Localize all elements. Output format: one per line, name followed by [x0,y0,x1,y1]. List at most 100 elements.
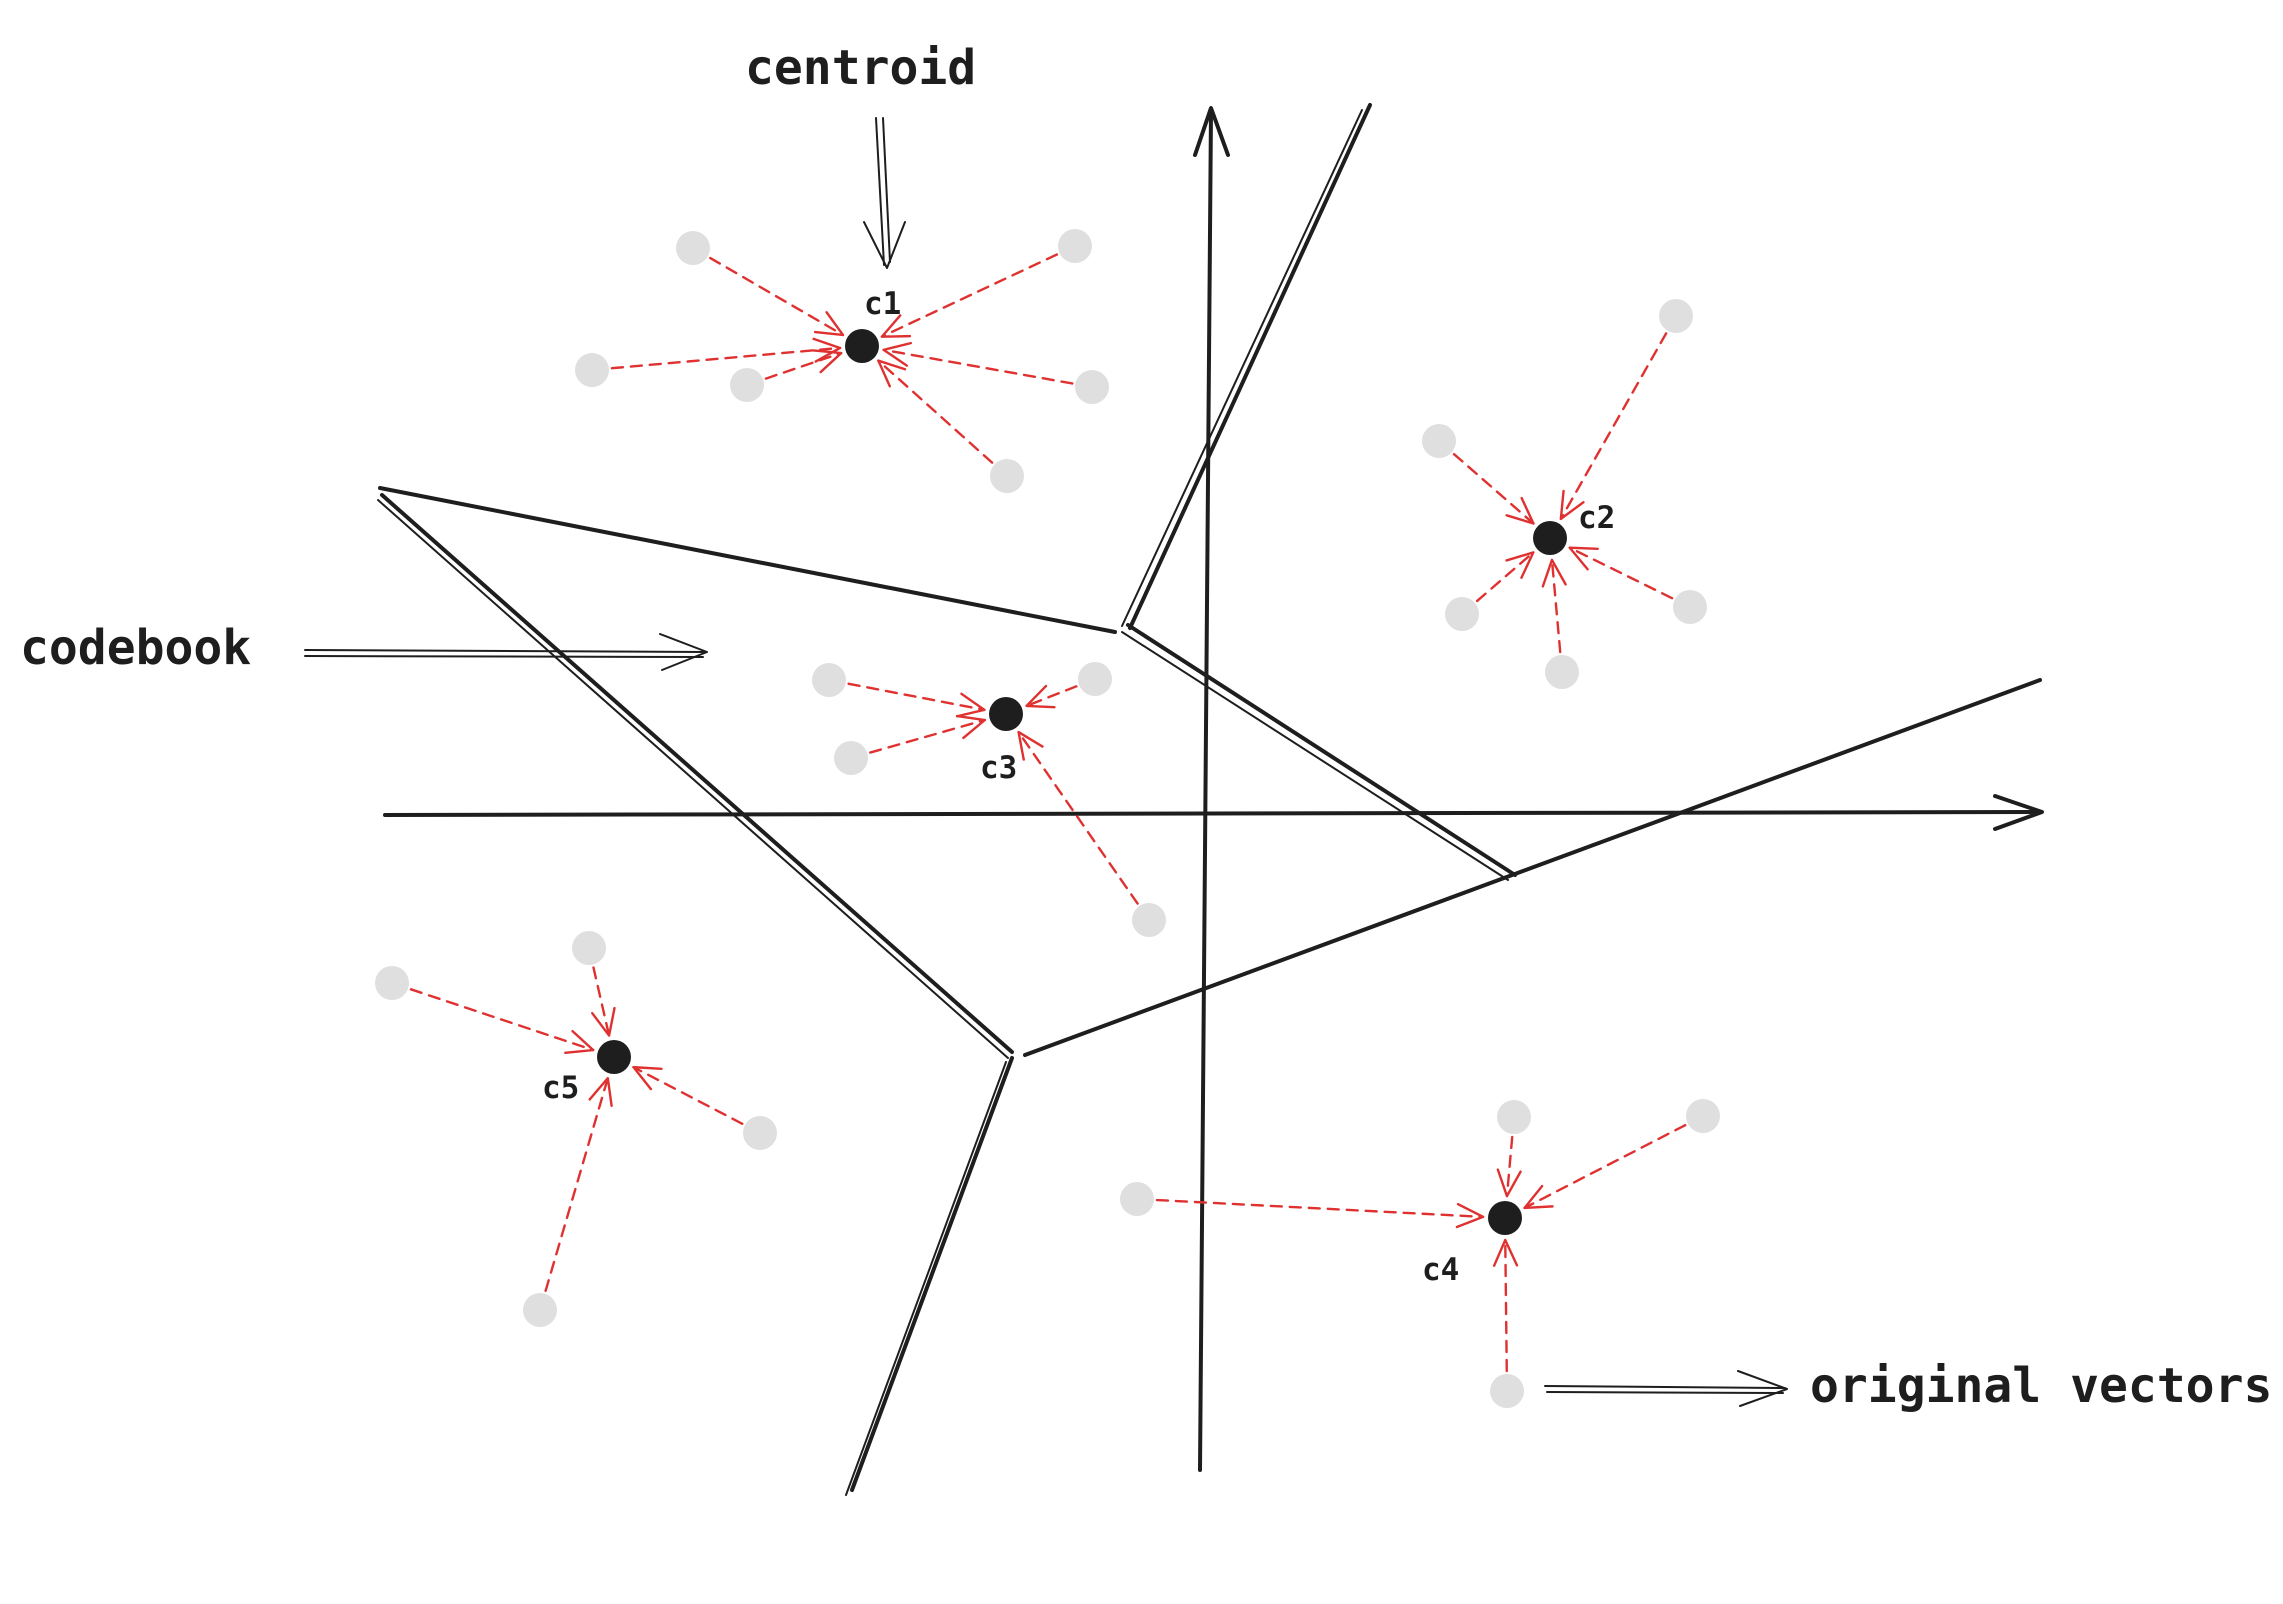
cell-edge [1126,623,1517,877]
annotation-centroid: centroid [745,40,976,269]
assignment-arrow-c4-1 [1155,1198,1485,1219]
assignment-arrowhead-c2-4 [1568,546,1599,571]
original-vector-point [990,459,1024,493]
assignment-arrow-c5-1 [409,988,595,1052]
original-vector-points [375,229,1720,1408]
centroid-label-c2: c2 [1578,500,1615,536]
assignment-arrowhead-c1-4 [812,349,843,374]
assignment-arrow-c2-3 [1475,551,1535,603]
assignment-arrow-c4-4 [1504,1238,1508,1373]
centroid-c5 [597,1040,631,1074]
original-vector-point [834,741,868,775]
assignment-arrowhead-c1-2 [880,314,912,338]
original-vector-point [375,966,409,1000]
assignment-arrow-c2-1 [1559,332,1668,521]
original-vector-point [812,663,846,697]
annotation-codebook-text: codebook [20,620,251,676]
cell-edge [1121,631,1509,881]
cell-edge [1121,109,1363,627]
assignment-arrowhead-c4-1 [1455,1202,1485,1229]
original-vector-point [572,931,606,965]
original-vector-point [1120,1182,1154,1216]
assignment-arrow-c1-1 [709,256,845,337]
original-vector-point [676,231,710,265]
assignment-arrow-c1-3 [610,346,842,370]
original-vector-point [1132,903,1166,937]
assignment-arrowhead-c2-3 [1505,551,1535,579]
assignment-arrowhead-c5-3 [632,1065,663,1091]
assignment-arrowhead-c5-4 [588,1076,613,1108]
original-vector-point [1445,597,1479,631]
centroid-label-c5: c5 [542,1070,579,1106]
assignment-arrow-c5-3 [632,1065,744,1125]
assignment-arrowhead-c1-3 [812,337,842,363]
assignment-arrow-c3-4 [1017,730,1139,905]
x-axis [383,810,2042,817]
assignment-arrow-c5-4 [544,1076,610,1293]
axes [383,106,2044,1472]
original-vector-point [1058,229,1092,263]
assignment-arrow-c1-5 [882,348,1074,385]
original-vector-point [575,353,609,387]
original-vector-point [1490,1374,1524,1408]
centroid-label-c1: c1 [864,286,901,322]
assignment-arrowhead-c4-4 [1492,1238,1519,1267]
cell-edge [378,486,1117,634]
cell-edge [380,493,1014,1054]
centroids [597,329,1567,1235]
centroid-c2 [1533,521,1567,555]
assignment-arrowhead-c3-2 [1025,684,1056,709]
assignment-arrowhead-c3-4 [1017,730,1044,761]
original-vector-point [1078,662,1112,696]
centroid-c1 [845,329,879,363]
assignment-arrowhead-c2-2 [1505,496,1535,525]
centroid-label-c3: c3 [980,750,1017,786]
original-vector-point [1075,370,1109,404]
original-vector-point [1422,424,1456,458]
assignment-arrow-c2-4 [1568,546,1674,600]
assignment-arrow-c4-3 [1523,1123,1687,1210]
cell-edge [377,499,1009,1059]
x-axis-arrowhead [1993,794,2044,831]
annotation-centroid-text: centroid [745,40,976,96]
annotation-codebook: codebook [20,620,708,676]
centroid-label-c4: c4 [1422,1252,1459,1288]
assignment-arrow-c4-2 [1505,1135,1514,1198]
annotation-original-vectors: original vectors [1544,1358,2272,1414]
assignment-arrowhead-c5-2 [591,1006,616,1037]
assignment-arrowhead-c1-1 [813,311,845,337]
original-vector-point [1497,1100,1531,1134]
annotation-original-vectors-text: original vectors [1810,1358,2272,1414]
original-vectors-pointer-arrow [1544,1370,1788,1407]
assignment-arrowhead-c5-1 [564,1029,595,1054]
centroid-c3 [989,697,1023,731]
assignment-arrowhead-c2-1 [1559,489,1585,521]
assignment-arrow-c1-6 [877,359,994,464]
assignment-arrow-c3-3 [869,718,987,754]
original-vector-point [1659,299,1693,333]
assignment-arrowhead-c1-6 [877,359,907,388]
cell-edge [845,1061,1007,1496]
original-vector-point [1545,655,1579,689]
y-axis-arrowhead [1193,106,1230,157]
y-axis [1198,108,1213,1472]
assignment-arrow-c2-2 [1452,452,1535,525]
cell-edge [850,1056,1014,1492]
original-vector-point [1686,1099,1720,1133]
assignment-arrow-c1-2 [880,253,1059,338]
cell-edge [1023,678,2042,1057]
original-vector-point [523,1293,557,1327]
assignment-arrowhead-c3-3 [955,714,987,740]
assignment-arrow-c2-5 [1550,558,1562,654]
centroid-c4 [1488,1201,1522,1235]
assignment-arrowhead-c4-3 [1523,1184,1554,1210]
original-vector-point [1673,590,1707,624]
assignment-arrow-c1-4 [764,351,843,380]
assignment-arrowhead-c1-5 [882,341,913,367]
assignment-arrow-c3-1 [847,682,986,712]
codebook-pointer-arrow [304,633,708,671]
assignment-arrowhead-c2-5 [1541,558,1567,588]
assignment-arrow-c5-2 [592,966,611,1037]
centroid-pointer-arrow [863,117,906,269]
